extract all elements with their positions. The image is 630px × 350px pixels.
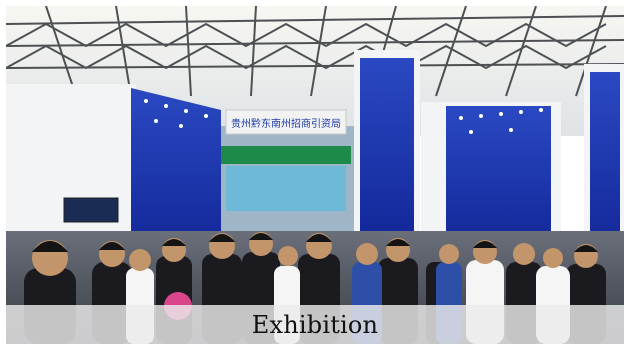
back-booth-screen [226, 166, 346, 211]
left-booth-tv [64, 198, 118, 222]
right-booth-blue [446, 106, 551, 241]
left-booth-blue-panel [131, 88, 221, 246]
booth-sign-text: 贵州黔东南州招商引资局 [231, 117, 341, 130]
center-pillar-blue [360, 58, 414, 238]
back-booth-green [221, 146, 351, 164]
exhibition-photo: 贵州黔东南州招商引资局 [6, 6, 624, 344]
right-pillar-blue [590, 72, 620, 247]
caption-text: Exhibition [6, 305, 624, 344]
exhibition-scene: 贵州黔东南州招商引资局 [6, 6, 624, 344]
